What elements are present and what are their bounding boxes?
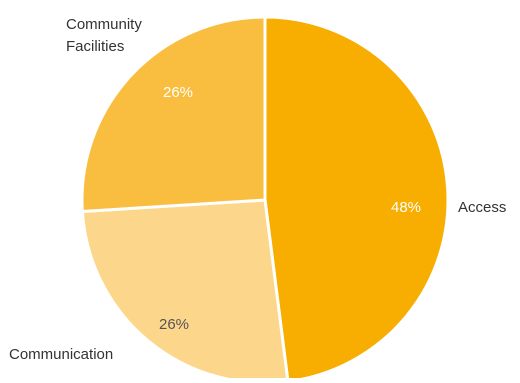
- slice-value-label-communication: 26%: [159, 316, 189, 333]
- pie-slice-community-facilities: [80, 15, 267, 213]
- category-label-access: Access: [458, 199, 506, 216]
- category-label-community-facilities: Community Facilities: [66, 16, 142, 55]
- slice-value-label-access: 48%: [391, 199, 421, 216]
- category-label-communication: Communication: [9, 346, 113, 363]
- slice-value-label-community-facilities: 26%: [163, 84, 193, 101]
- pie-slice-access: [263, 15, 450, 383]
